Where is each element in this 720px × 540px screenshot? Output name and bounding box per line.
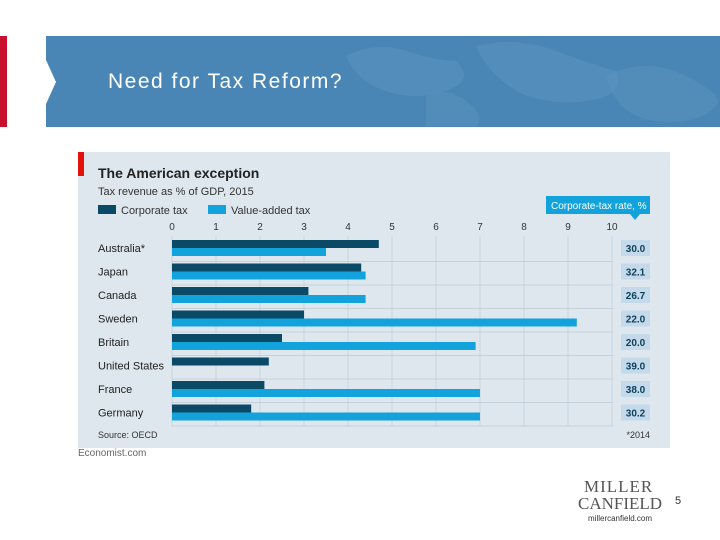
bar-value-added-tax [172, 318, 577, 327]
category-label: Canada [98, 290, 137, 302]
legend-label-corporate: Corporate tax [121, 205, 188, 217]
legend-swatch-corporate [98, 205, 116, 214]
x-tick-label: 2 [257, 222, 263, 233]
side-value-box [621, 404, 650, 421]
logo-line1: MILLER [584, 477, 654, 496]
red-corner-mark [78, 152, 84, 176]
header-arrow [46, 60, 56, 104]
bar-value-added-tax [172, 389, 480, 397]
x-tick-label: 10 [606, 222, 618, 233]
side-value-label: 30.2 [626, 409, 646, 420]
x-tick-label: 7 [477, 222, 483, 233]
side-value-box [621, 287, 650, 303]
x-tick-label: 5 [389, 222, 395, 233]
logo-line2: CANFIELD [578, 494, 663, 513]
x-tick-label: 8 [521, 222, 527, 233]
bar-corporate-tax [172, 310, 304, 319]
legend-label-vat: Value-added tax [231, 205, 311, 217]
bar-value-added-tax [172, 295, 366, 303]
header-band [46, 36, 720, 127]
left-accent-bar [0, 36, 7, 127]
bar-value-added-tax [172, 271, 366, 280]
category-label: Australia* [98, 243, 146, 255]
chart-container: The American exception Tax revenue as % o… [78, 152, 670, 448]
x-tick-label: 1 [213, 222, 219, 233]
side-value-box [621, 334, 650, 350]
category-label: Japan [98, 267, 128, 279]
category-label: Germany [98, 408, 144, 420]
company-logo[interactable]: MILLER CANFIELD millercanfield.com [578, 477, 668, 523]
side-value-label: 20.0 [626, 338, 646, 349]
category-label: Britain [98, 337, 129, 349]
x-tick-label: 9 [565, 222, 571, 233]
source-credit: Economist.com [78, 448, 147, 459]
side-value-label: 38.0 [626, 385, 646, 396]
tax-chart: The American exception Tax revenue as % o… [78, 152, 650, 440]
chart-subtitle: Tax revenue as % of GDP, 2015 [98, 186, 254, 198]
side-value-label: 26.7 [626, 291, 646, 302]
bar-corporate-tax [172, 334, 282, 342]
x-tick-label: 4 [345, 222, 351, 233]
x-tick-label: 3 [301, 222, 307, 233]
chart-title: The American exception [98, 165, 259, 181]
bar-value-added-tax [172, 248, 326, 256]
bar-value-added-tax [172, 412, 480, 421]
category-label: France [98, 384, 132, 396]
chart-footnote: *2014 [626, 430, 650, 440]
side-value-label: 39.0 [626, 362, 646, 373]
side-value-label: 30.0 [626, 244, 646, 255]
x-tick-label: 0 [169, 222, 175, 233]
side-column-header-box [546, 196, 650, 214]
side-value-box [621, 240, 650, 256]
bar-corporate-tax [172, 287, 309, 295]
side-value-label: 22.0 [626, 315, 646, 326]
slide-title: Need for Tax Reform? [108, 70, 344, 93]
bar-corporate-tax [172, 404, 252, 413]
side-value-box [621, 357, 650, 374]
x-tick-label: 6 [433, 222, 439, 233]
bar-corporate-tax [172, 263, 362, 272]
side-column-header-pointer [630, 214, 640, 220]
side-value-box [621, 263, 650, 280]
logo-url: millercanfield.com [588, 514, 653, 523]
world-map-graphic [346, 42, 718, 126]
category-label: United States [98, 361, 165, 373]
side-value-box [621, 381, 650, 397]
side-value-label: 32.1 [626, 268, 646, 279]
legend-swatch-vat [208, 205, 226, 214]
bar-value-added-tax [172, 342, 476, 350]
chart-source: Source: OECD [98, 430, 158, 440]
bar-corporate-tax [172, 240, 379, 248]
category-label: Sweden [98, 314, 138, 326]
bar-corporate-tax [172, 381, 265, 389]
bar-corporate-tax [172, 357, 269, 366]
side-value-box [621, 310, 650, 327]
page-number: 5 [675, 495, 682, 507]
side-column-header: Corporate-tax rate, % [551, 201, 647, 212]
